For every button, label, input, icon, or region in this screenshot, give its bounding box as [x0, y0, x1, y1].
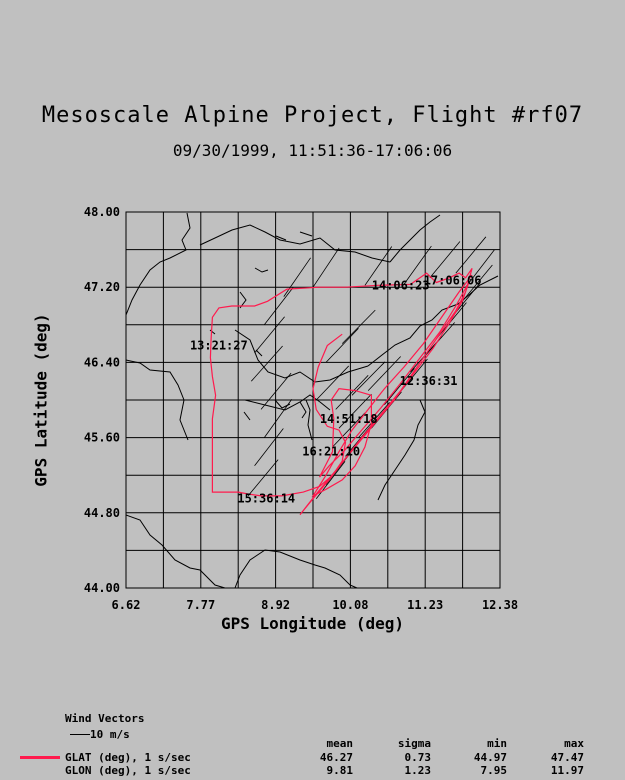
header-min: min — [487, 737, 507, 750]
wind-scale-label: 10 m/s — [90, 728, 130, 741]
wind-vector — [341, 309, 376, 344]
y-axis-label: GPS Latitude (deg) — [31, 313, 51, 487]
plot-frame — [125, 211, 501, 589]
wind-vector — [283, 257, 311, 297]
x-tick-label: 7.77 — [186, 598, 215, 612]
wind-vector — [260, 372, 292, 410]
wind-vector — [367, 356, 401, 391]
x-tick-label: 10.08 — [332, 598, 368, 612]
wind-scale-line — [70, 734, 90, 735]
wind-vector — [462, 264, 493, 302]
wind-vector — [335, 375, 369, 410]
time-annotation: 16:21:10 — [302, 445, 360, 459]
axis-tick-labels: 6.62 7.77 8.92 10.08 11.23 12.38 44.00 44.80 45.… — [84, 205, 518, 612]
wind-vector — [263, 287, 294, 326]
wind-vector — [332, 412, 366, 448]
glon-min: 7.95 — [480, 764, 508, 777]
y-tick-label: 45.60 — [84, 431, 120, 445]
glat-sigma: 0.73 — [404, 751, 432, 764]
wind-vector — [254, 316, 285, 354]
wind-vector — [315, 365, 350, 401]
wind-vectors-title: Wind Vectors — [65, 712, 145, 725]
wind-vector — [465, 249, 495, 288]
y-tick-label: 47.20 — [84, 280, 120, 294]
wind-vector — [338, 393, 372, 429]
glon-sigma: 1.23 — [404, 764, 432, 777]
wind-vector — [429, 241, 461, 279]
time-annotation: 12:36:31 — [400, 374, 458, 388]
time-annotation: 14:51:18 — [320, 412, 378, 426]
header-max: max — [564, 737, 584, 750]
time-annotation: 17:06:06 — [424, 274, 482, 288]
wind-vector — [247, 459, 279, 497]
x-tick-label: 12.38 — [482, 598, 518, 612]
x-tick-label: 8.92 — [261, 598, 290, 612]
glon-mean: 9.81 — [326, 764, 354, 777]
wind-vector — [364, 246, 393, 286]
y-tick-label: 44.80 — [84, 506, 120, 520]
x-axis-label: GPS Longitude (deg) — [220, 614, 405, 633]
wind-vector — [263, 399, 293, 438]
flight-track — [209, 268, 473, 516]
time-annotation: 15:36:14 — [237, 492, 295, 506]
wind-vector — [384, 368, 415, 405]
glat-mean: 46.27 — [319, 751, 353, 764]
wind-vector-layer — [247, 236, 495, 499]
wind-vector — [254, 428, 284, 467]
wind-vector — [436, 302, 467, 340]
glat-max: 47.47 — [550, 751, 584, 764]
wind-vector — [358, 402, 391, 438]
wind-vector — [403, 245, 432, 285]
wind-vector — [325, 328, 359, 363]
wind-vector — [251, 345, 283, 382]
wind-vector — [351, 361, 386, 396]
wind-vector — [455, 236, 487, 274]
y-tick-label: 46.40 — [84, 355, 120, 369]
y-tick-label: 48.00 — [84, 205, 120, 219]
time-annotation: 14:06:23 — [372, 278, 430, 292]
map-grid — [126, 212, 500, 588]
x-tick-label: 6.62 — [112, 598, 141, 612]
chart-title: Mesoscale Alpine Project, Flight #rf07 — [41, 103, 584, 128]
header-sigma: sigma — [397, 737, 431, 750]
y-tick-label: 44.00 — [84, 581, 120, 595]
chart-subtitle: 09/30/1999, 11:51:36-17:06:06 — [172, 141, 453, 160]
glat-label: GLAT (deg), 1 s/sec — [65, 751, 191, 764]
x-tick-label: 11.23 — [407, 598, 443, 612]
time-annotation: 13:21:27 — [190, 338, 248, 352]
coastline-outlines — [125, 212, 499, 589]
glat-legend-swatch — [20, 756, 60, 759]
glon-max: 11.97 — [550, 764, 584, 777]
glon-label: GLON (deg), 1 s/sec — [65, 764, 191, 777]
glat-min: 44.97 — [473, 751, 507, 764]
wind-vector — [312, 247, 340, 288]
header-mean: mean — [326, 737, 354, 750]
